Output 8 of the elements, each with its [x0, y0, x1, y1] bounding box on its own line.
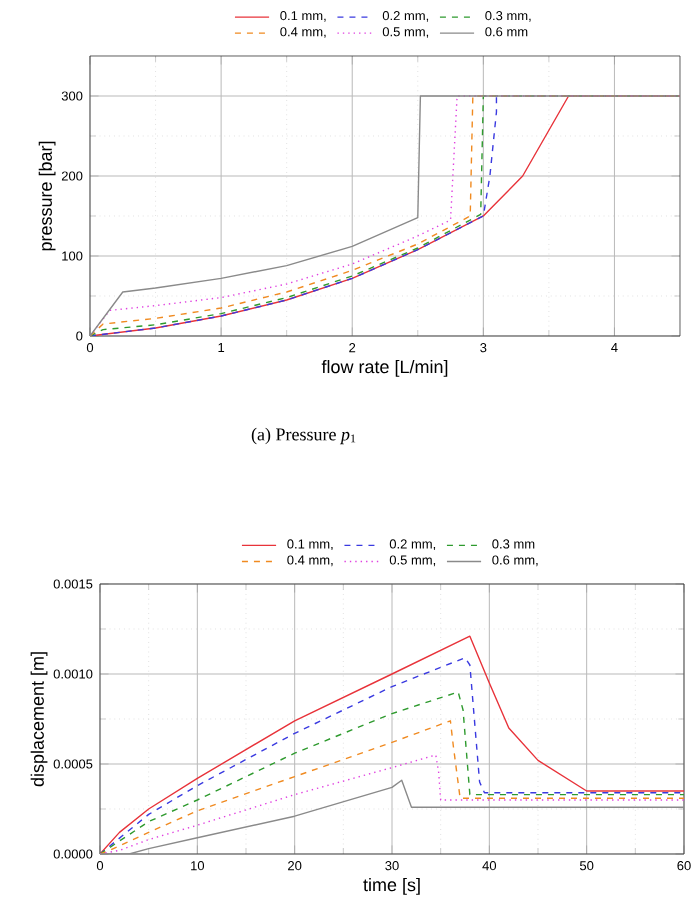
- line-series: [100, 720, 684, 854]
- text: (a) Pressure p$_{1}$: [251, 427, 356, 445]
- y-axis-title: pressure [bar]: [38, 141, 56, 251]
- y-axis-title: displacement [m]: [30, 652, 48, 787]
- x-axis-title: time [s]: [363, 877, 420, 895]
- line-series: [100, 754, 684, 854]
- line-series: [100, 691, 684, 854]
- x-axis-title: flow rate [L/min]: [321, 359, 448, 377]
